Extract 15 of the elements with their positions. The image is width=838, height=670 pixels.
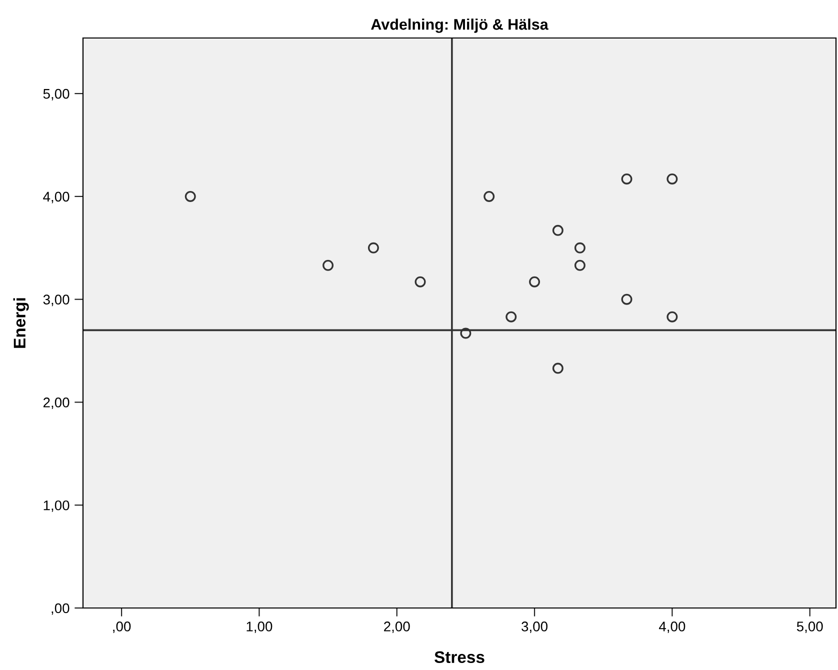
- x-axis-title: Stress: [434, 651, 484, 664]
- y-tick-label: 2,00: [43, 398, 70, 410]
- x-tick-label: 5,00: [796, 622, 823, 634]
- x-tick-label: 2,00: [384, 622, 410, 634]
- x-tick-label: ,00: [113, 622, 131, 634]
- x-tick-label: 3,00: [522, 622, 548, 634]
- chart-title: Avdelning: Miljö & Hälsa: [371, 18, 548, 33]
- x-tick-label: 4,00: [658, 622, 686, 634]
- y-tick-label: 1,00: [44, 500, 70, 512]
- x-tick-label: 1,00: [246, 622, 272, 634]
- y-tick-label: 5,00: [43, 88, 70, 100]
- y-axis-title: Energi: [13, 298, 29, 348]
- y-tick-label: 4,00: [43, 192, 70, 204]
- y-tick-label: 3,00: [43, 294, 70, 306]
- y-tick-label: ,00: [52, 603, 70, 615]
